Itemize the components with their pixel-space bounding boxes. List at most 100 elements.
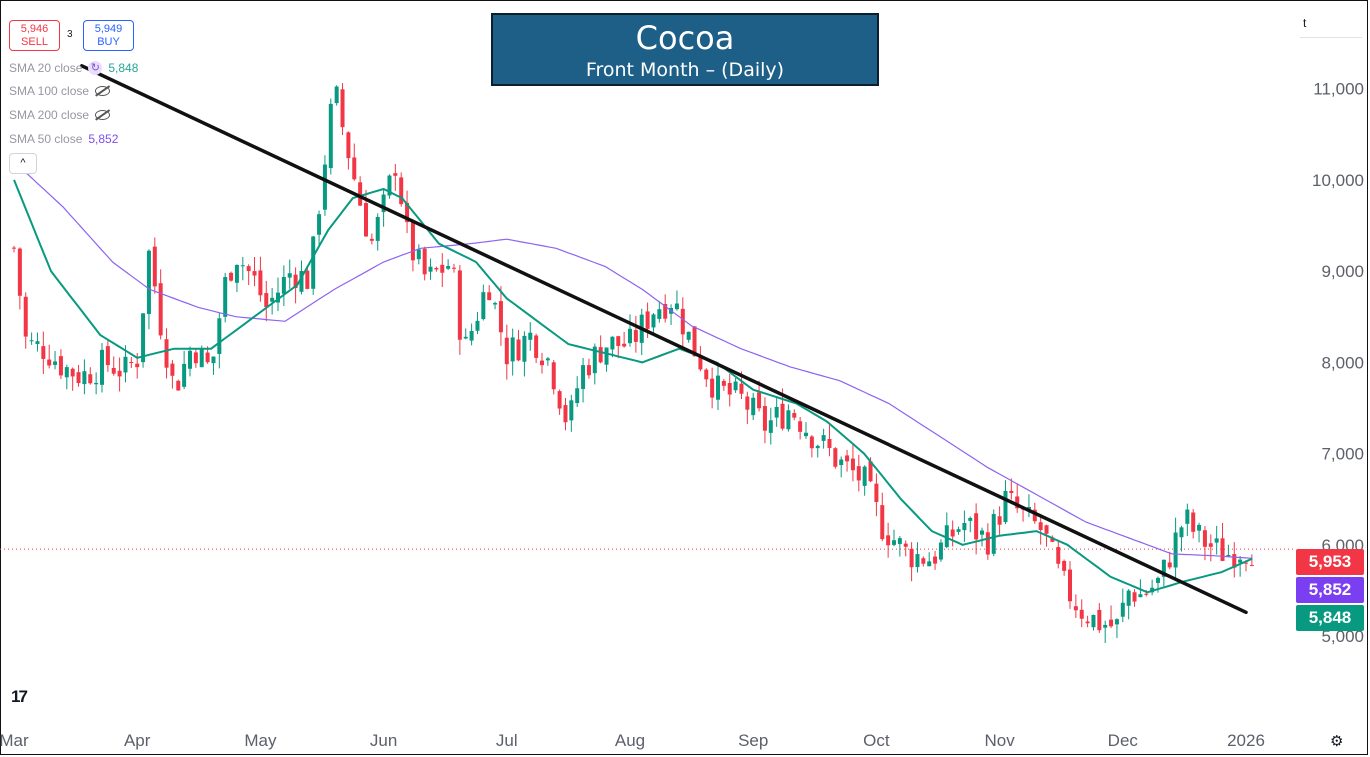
eye-hidden-icon[interactable] <box>95 110 111 120</box>
y-tick-label: 7,000 <box>1321 445 1364 464</box>
candle-body <box>1114 619 1119 625</box>
sell-label: SELL <box>21 36 48 48</box>
candle-body <box>94 382 99 385</box>
candle-body <box>1167 562 1172 568</box>
candle-body <box>29 340 34 342</box>
candle-body <box>246 266 251 272</box>
indicator-sma200[interactable]: SMA 200 close <box>9 108 111 122</box>
chart-subtitle: Front Month – (Daily) <box>585 59 785 81</box>
buy-price: 5,949 <box>94 23 123 35</box>
candle-body <box>886 535 891 546</box>
indicator-sma50[interactable]: SMA 50 close 5,852 <box>9 132 118 146</box>
candle-body <box>1202 530 1207 547</box>
candle-body <box>199 348 204 368</box>
candle-body <box>217 318 222 354</box>
candle-body <box>240 265 245 267</box>
candle-body <box>1085 621 1090 624</box>
candle-body <box>82 371 87 385</box>
candle-body <box>434 267 439 270</box>
candle-body <box>991 514 996 554</box>
sma50-price-label: 5,852 <box>1296 577 1364 603</box>
candle-body <box>381 194 386 213</box>
candle-body <box>780 403 785 429</box>
gear-icon[interactable]: ⚙ <box>1330 733 1344 750</box>
x-tick-label: 2026 <box>1227 731 1265 750</box>
chart-title: Cocoa <box>635 19 735 57</box>
candle-body <box>100 349 104 385</box>
candle-body <box>387 175 392 196</box>
candle-body <box>328 103 333 169</box>
candle-body <box>633 330 638 342</box>
candle-body <box>1120 602 1125 617</box>
candle-body <box>944 525 949 548</box>
candle-body <box>557 391 562 409</box>
candle-body <box>211 356 216 364</box>
candle-body <box>850 458 855 471</box>
candle-body <box>1173 532 1178 568</box>
sma20-line <box>13 179 1253 594</box>
candle-body <box>410 221 415 261</box>
candle-body <box>938 542 943 560</box>
candle-body <box>481 292 486 320</box>
eye-hidden-icon[interactable] <box>95 86 111 96</box>
candle-body <box>962 522 967 531</box>
candle-body <box>704 369 709 380</box>
candle-body <box>551 362 556 390</box>
candle-body <box>874 483 879 502</box>
candle-body <box>845 455 850 462</box>
candle-body <box>117 370 122 377</box>
candle-body <box>12 247 16 249</box>
candle-body <box>833 448 838 467</box>
buy-label: BUY <box>97 36 120 48</box>
sell-button[interactable]: 5,946 SELL <box>9 20 60 51</box>
candle-body <box>792 413 797 418</box>
indicator-label: SMA 50 close <box>9 132 83 146</box>
candle-body <box>616 336 621 346</box>
candle-body <box>1208 543 1213 547</box>
candle-body <box>757 392 762 409</box>
candle-body <box>334 86 339 104</box>
y-tick-label: 10,000 <box>1312 171 1364 190</box>
candle-body <box>915 554 920 568</box>
candle-body <box>1038 522 1043 530</box>
candle-body <box>498 301 503 333</box>
candle-body <box>798 421 803 432</box>
x-tick-label: Jun <box>370 731 397 750</box>
candle-body <box>716 375 720 400</box>
candle-body <box>1009 490 1014 494</box>
candle-body <box>1079 609 1084 619</box>
collapse-indicators-button[interactable]: ^ <box>9 153 37 174</box>
candle-body <box>428 266 433 272</box>
candle-body <box>446 266 451 269</box>
indicator-sma20[interactable]: SMA 20 close ↻ 5,848 <box>9 61 138 75</box>
candle-body <box>774 406 779 418</box>
candle-body <box>287 273 292 278</box>
candle-body <box>422 248 427 275</box>
candle-body <box>651 314 656 328</box>
candle-body <box>680 308 685 335</box>
candle-body <box>299 270 304 292</box>
buy-button[interactable]: 5,949 BUY <box>83 20 134 51</box>
candle-body <box>956 529 961 532</box>
candle-body <box>856 466 861 481</box>
candle-body <box>739 383 744 394</box>
candle-body <box>598 347 603 363</box>
candle-body <box>369 238 374 241</box>
x-tick-label: Apr <box>124 731 151 750</box>
cycle-icon[interactable]: ↻ <box>88 61 103 75</box>
candle-body <box>762 406 767 431</box>
trendline[interactable] <box>80 64 1248 615</box>
tradingview-logo[interactable]: 17 <box>11 687 28 706</box>
scale-button[interactable]: t <box>1300 16 1362 38</box>
indicator-label: SMA 100 close <box>9 84 90 98</box>
candle-body <box>276 292 280 303</box>
candle-body <box>258 270 263 296</box>
candle-body <box>1050 537 1055 542</box>
candle-body <box>416 249 421 260</box>
candle-body <box>340 89 345 128</box>
candle-body <box>1097 609 1102 631</box>
candle-body <box>358 182 363 206</box>
indicator-sma100[interactable]: SMA 100 close <box>9 84 111 98</box>
candle-body <box>1144 593 1149 595</box>
